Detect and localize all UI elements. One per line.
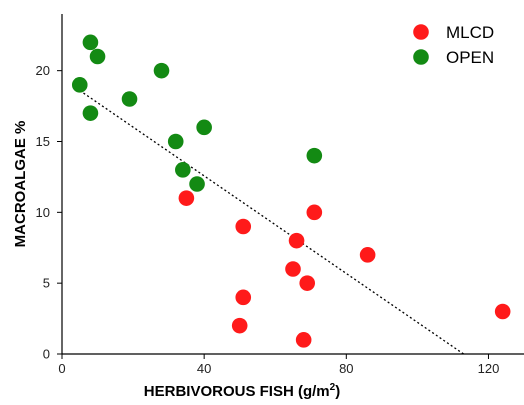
data-point-mlcd — [295, 332, 312, 348]
data-point-open — [196, 119, 212, 136]
data-point-open — [175, 162, 191, 178]
data-point-mlcd — [359, 247, 376, 263]
data-point-mlcd — [494, 303, 511, 320]
plot-area: 0 40 80 120 0 5 10 15 20 MLCD OPEN — [36, 14, 524, 376]
data-point-mlcd — [235, 289, 252, 306]
data-point-open — [306, 147, 323, 164]
legend-label-open: OPEN — [446, 48, 494, 67]
data-point-mlcd — [299, 275, 316, 291]
x-tick-label: 120 — [478, 361, 500, 376]
data-point-open — [121, 91, 138, 107]
legend-marker-open — [413, 49, 429, 65]
data-point-mlcd — [285, 261, 301, 277]
data-point-mlcd — [306, 204, 323, 221]
data-point-open — [153, 62, 170, 79]
data-point-mlcd — [178, 190, 195, 206]
y-tick-label: 15 — [36, 134, 50, 149]
data-point-open — [189, 176, 205, 192]
data-point-open — [89, 48, 106, 65]
data-point-mlcd — [288, 232, 305, 249]
y-tick-label: 5 — [43, 276, 50, 291]
data-point-open — [167, 133, 184, 150]
y-tick-label: 0 — [43, 347, 50, 362]
legend-label-mlcd: MLCD — [446, 23, 494, 42]
x-tick-label: 80 — [339, 361, 353, 376]
x-tick-label: 40 — [197, 361, 211, 376]
data-point-open — [82, 105, 99, 121]
x-tick-label: 0 — [58, 361, 65, 376]
data-point-open — [82, 34, 99, 51]
data-point-mlcd — [231, 317, 248, 334]
y-axis-title: MACROALGAE % — [12, 121, 29, 248]
legend-marker-mlcd — [413, 24, 429, 40]
data-point-mlcd — [235, 218, 252, 235]
data-point-open — [71, 77, 88, 93]
y-tick-label: 20 — [36, 63, 50, 78]
y-tick-label: 10 — [36, 205, 50, 220]
trendline — [79, 89, 464, 355]
x-axis-title: HERBIVOROUS FISH (g/m2) — [144, 382, 340, 400]
